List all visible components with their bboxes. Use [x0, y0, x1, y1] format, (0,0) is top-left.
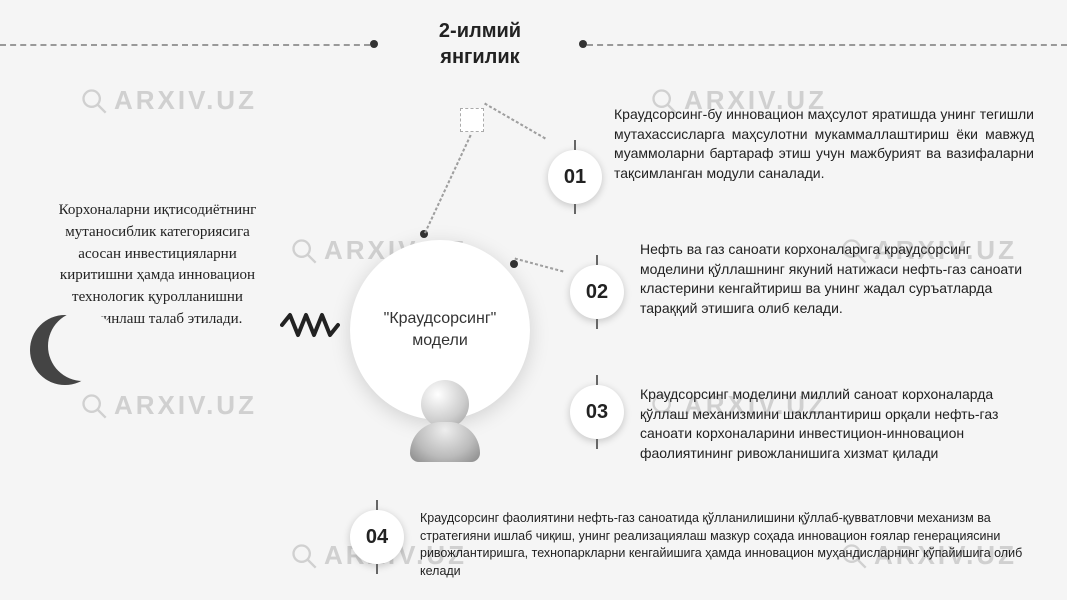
number-badge-01: 01 — [548, 150, 602, 204]
item-text-04: Краудсорсинг фаолиятини нефть-газ саноат… — [420, 510, 1040, 580]
divider-left — [0, 44, 370, 46]
divider-dot — [579, 40, 587, 48]
center-label-line1: "Краудсорсинг" — [384, 310, 497, 327]
watermark-text: ARXIV.UZ — [114, 85, 257, 116]
title-line-1: 2-илмий — [395, 18, 565, 44]
connector-line — [515, 258, 564, 273]
number-label: 04 — [366, 526, 388, 549]
watermark-text: ARXIV.UZ — [114, 390, 257, 421]
number-badge-02: 02 — [570, 265, 624, 319]
number-label: 01 — [564, 166, 586, 189]
center-label-line2: модели — [412, 332, 468, 349]
number-label: 03 — [586, 401, 608, 424]
number-badge-03: 03 — [570, 385, 624, 439]
item-text-01: Краудсорсинг-бу инновацион маҳсулот ярат… — [614, 105, 1034, 183]
connector-line — [424, 135, 471, 234]
page-title: 2-илмий янгилик — [395, 18, 565, 70]
divider-dot — [370, 40, 378, 48]
crescent-icon — [30, 315, 100, 385]
divider-right — [587, 44, 1067, 46]
connector-node — [460, 108, 484, 132]
zigzag-icon — [280, 310, 340, 340]
person-icon — [410, 380, 480, 462]
title-line-2: янгилик — [395, 44, 565, 70]
number-label: 02 — [586, 281, 608, 304]
item-text-03: Краудсорсинг моделини миллий саноат корх… — [640, 385, 1040, 463]
number-badge-04: 04 — [350, 510, 404, 564]
item-text-02: Нефть ва газ саноати корхоналарига крауд… — [640, 240, 1030, 318]
center-label: "Краудсорсинг" модели — [384, 308, 497, 353]
watermark: ARXIV.UZ — [80, 85, 257, 116]
connector-dot — [510, 260, 518, 268]
watermark: ARXIV.UZ — [80, 390, 257, 421]
connector-line — [484, 103, 546, 140]
